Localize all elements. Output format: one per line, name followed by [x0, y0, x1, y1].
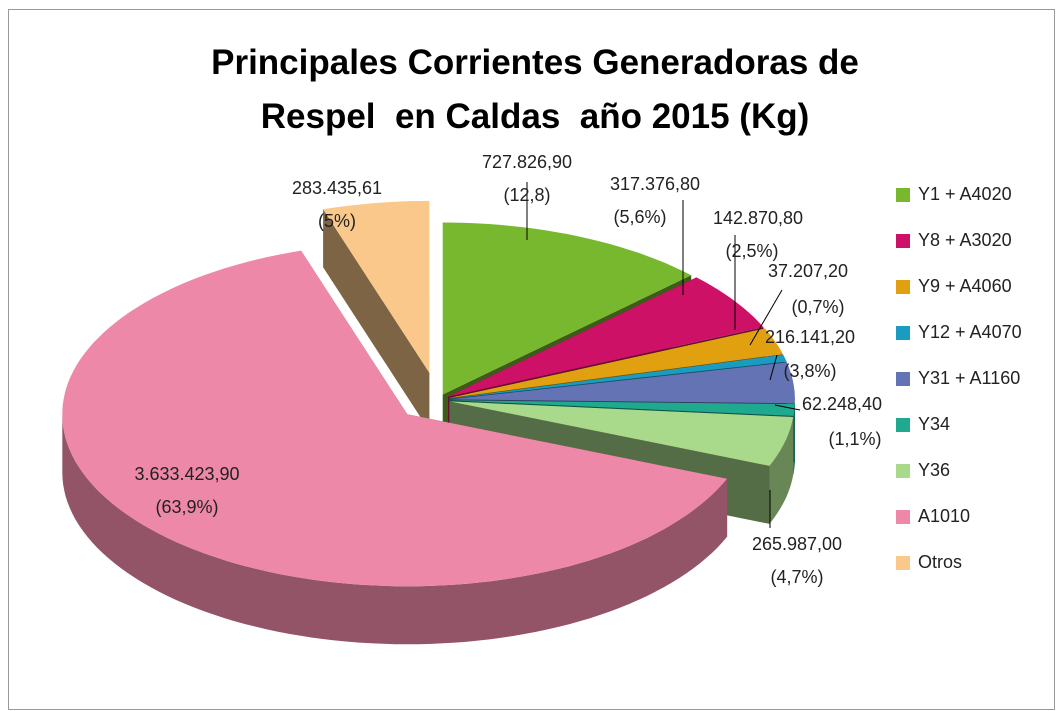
legend-label: Y31 + A1160 [918, 368, 1020, 388]
chart-title: Principales Corrientes Generadoras de Re… [211, 43, 869, 136]
legend-label: Y8 + A3020 [918, 230, 1012, 250]
data-label: 265.987,00 [752, 534, 842, 554]
legend-swatch [896, 234, 910, 248]
slice-side-face [323, 209, 430, 431]
legend-swatch [896, 188, 910, 202]
data-label: 216.141,20 [765, 327, 855, 347]
legend-swatch [896, 326, 910, 340]
chart-frame [8, 9, 1055, 710]
data-label-percent: (1,1%) [828, 429, 881, 449]
data-label: 283.435,61 [292, 178, 382, 198]
data-label-percent: (2,5%) [725, 241, 778, 261]
slice [450, 400, 795, 416]
legend-label: Y36 [918, 460, 950, 480]
slice [448, 277, 764, 397]
leader-line [774, 404, 801, 411]
legend-swatch [896, 372, 910, 386]
data-label: 3.633.423,90 [134, 464, 239, 484]
legend-label: Y1 + A4020 [918, 184, 1012, 204]
slice [62, 250, 728, 587]
legend-swatch [896, 418, 910, 432]
legend-label: Y9 + A4060 [918, 276, 1012, 296]
data-label: 727.826,90 [482, 152, 572, 172]
slice [449, 362, 795, 404]
legend-swatch [896, 556, 910, 570]
data-label-percent: (0,7%) [791, 297, 844, 317]
data-label-percent: (63,9%) [155, 497, 218, 517]
legend-label: A1010 [918, 506, 970, 526]
data-label-percent: (5,6%) [613, 207, 666, 227]
slice-wall [793, 404, 795, 474]
data-label-percent: (4,7%) [770, 567, 823, 587]
slice [323, 200, 430, 373]
legend-swatch [896, 464, 910, 478]
data-label: 142.870,80 [713, 208, 803, 228]
data-label: 62.248,40 [802, 394, 882, 414]
legend-label: Otros [918, 552, 962, 572]
slice [449, 401, 794, 466]
slice-wall [769, 417, 794, 524]
slice-wall [62, 414, 728, 645]
slice [449, 328, 783, 398]
legend-label: Y12 + A4070 [918, 322, 1022, 342]
legend-label: Y34 [918, 414, 950, 434]
data-label: 317.376,80 [610, 174, 700, 194]
slice [442, 222, 692, 395]
leader-line [769, 354, 778, 381]
data-label-percent: (5%) [318, 211, 356, 231]
data-label-percent: (3,8%) [783, 361, 836, 381]
legend-swatch [896, 510, 910, 524]
leader-line [749, 289, 783, 346]
data-label-percent: (12,8) [503, 185, 550, 205]
data-label: 37.207,20 [768, 261, 848, 281]
legend-swatch [896, 280, 910, 294]
slice [449, 354, 787, 399]
